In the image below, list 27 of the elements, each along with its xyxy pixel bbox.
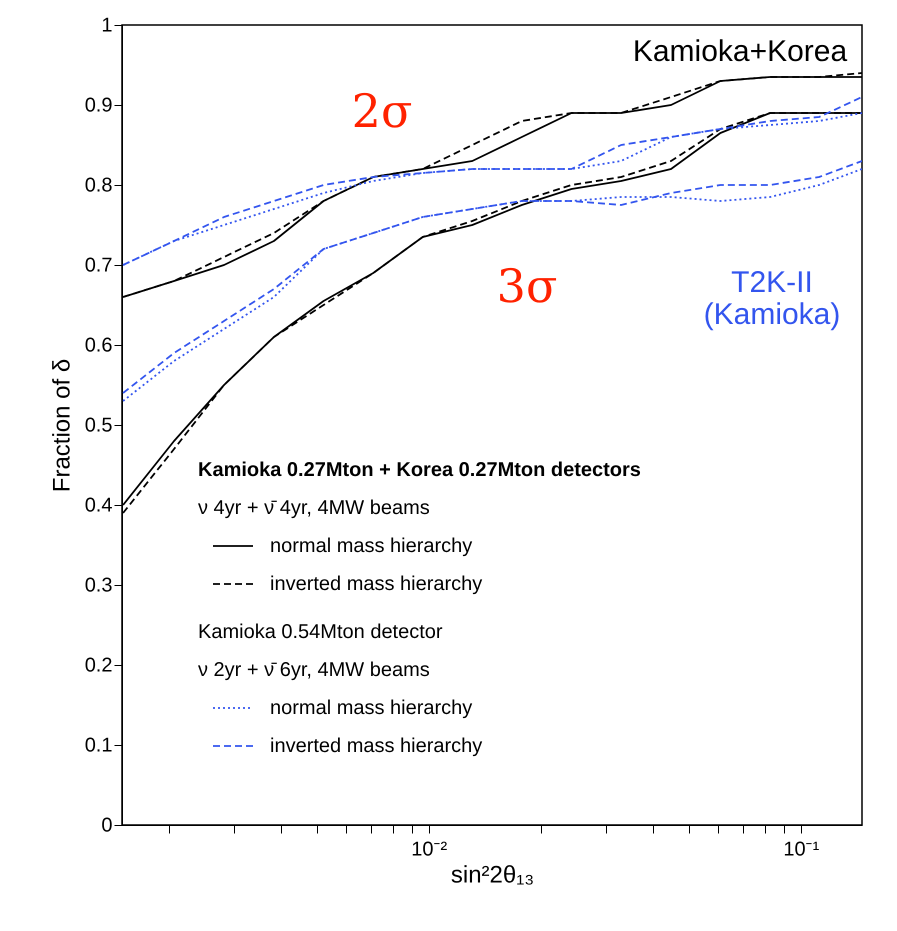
x-axis-title: sin²2θ₁₃: [450, 862, 534, 888]
annotation: ν 4yr + ν̄ 4yr, 4MW beams: [198, 497, 430, 519]
annotation: 3σ: [496, 259, 558, 313]
y-tick-label: 0.9: [84, 94, 112, 116]
y-tick-label: 0.7: [84, 254, 112, 276]
legend-label: normal mass hierarchy: [270, 535, 472, 557]
annotation: ν 2yr + ν̄ 6yr, 4MW beams: [198, 659, 430, 681]
y-tick-label: 0: [101, 814, 112, 836]
x-tick-label: 10⁻²: [411, 838, 448, 860]
y-tick-label: 0.8: [84, 174, 112, 196]
legend-label: inverted mass hierarchy: [270, 573, 482, 595]
legend-label: inverted mass hierarchy: [270, 735, 482, 757]
annotation: T2K-II (Kamioka): [704, 266, 840, 331]
y-tick-label: 0.2: [84, 654, 112, 676]
y-axis-title: Fraction of δ: [48, 358, 76, 492]
x-tick-label: 10⁻¹: [783, 838, 820, 860]
y-tick-label: 1: [101, 14, 112, 36]
annotation: Kamioka+Korea: [632, 35, 848, 68]
y-tick-label: 0.6: [84, 334, 112, 356]
y-tick-label: 0.3: [84, 574, 112, 596]
annotation: Kamioka 0.27Mton + Korea 0.27Mton detectors: [198, 459, 641, 481]
y-tick-label: 0.1: [84, 734, 112, 756]
annotation: 2σ: [352, 84, 412, 138]
y-tick-label: 0.4: [84, 494, 112, 516]
y-tick-label: 0.5: [84, 414, 112, 436]
legend-label: normal mass hierarchy: [270, 697, 472, 719]
annotation: Kamioka 0.54Mton detector: [198, 621, 443, 643]
